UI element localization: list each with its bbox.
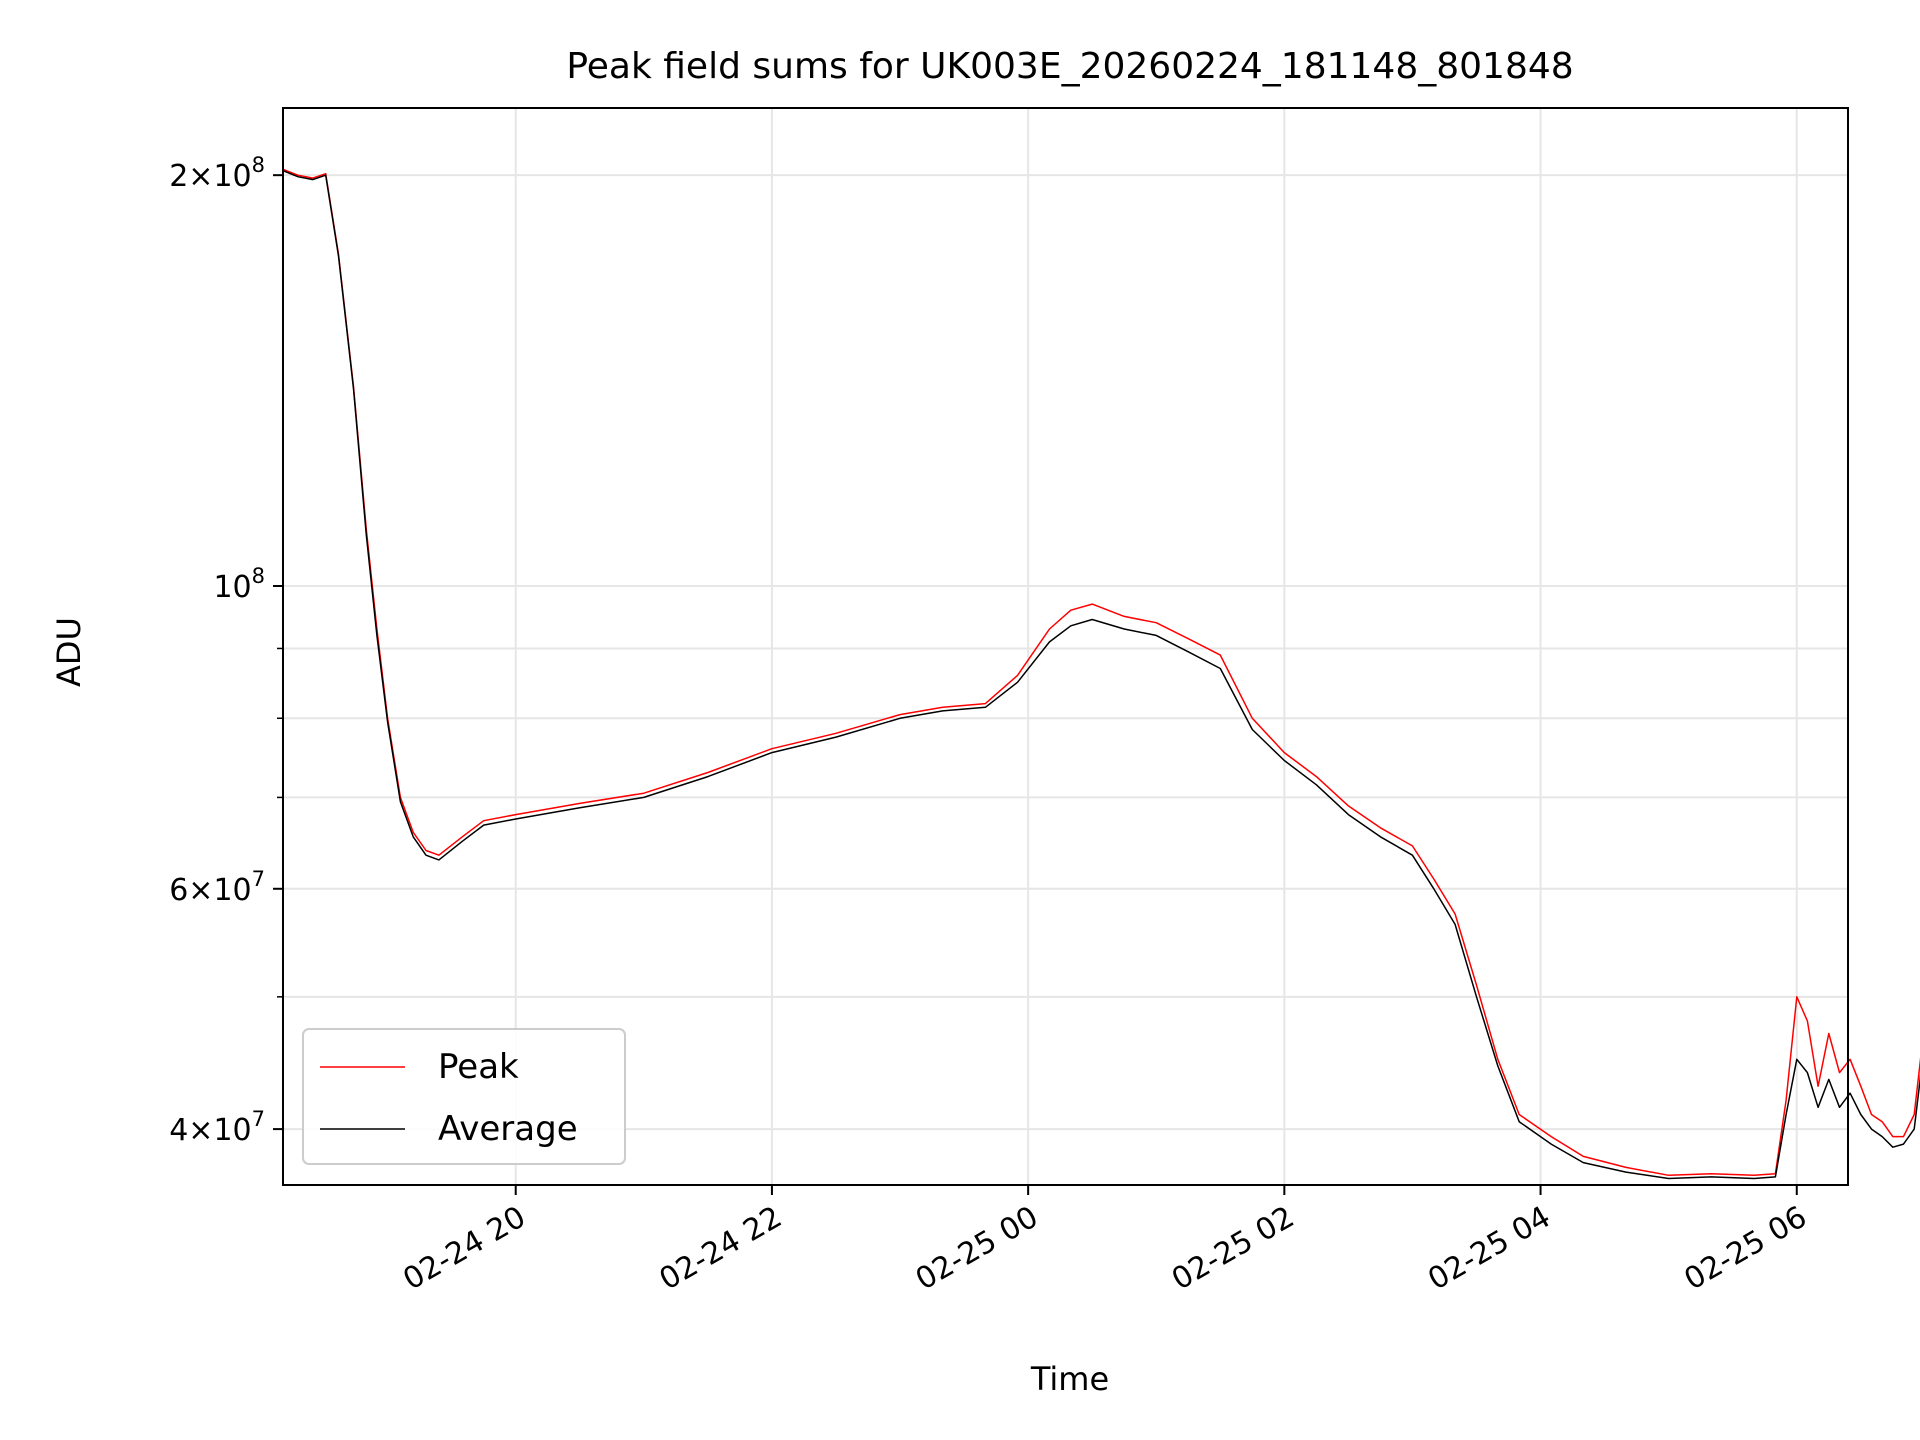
y-tick-label: 4×107 xyxy=(169,1107,265,1148)
x-axis-label: Time xyxy=(1030,1360,1109,1398)
series-line-peak xyxy=(282,168,1920,1177)
y-tick-label: 108 xyxy=(213,564,265,605)
legend-label: Peak xyxy=(438,1047,519,1087)
y-tick-label: 2×108 xyxy=(169,153,265,194)
y-axis-label: ADU xyxy=(50,617,88,687)
series-layer xyxy=(282,168,1920,1180)
plot-frame xyxy=(282,107,1849,1186)
legend-box xyxy=(302,1028,626,1165)
legend-label: Average xyxy=(438,1109,578,1149)
chart-title: Peak field sums for UK003E_20260224_1811… xyxy=(566,46,1573,87)
y-tick-label: 6×107 xyxy=(169,867,265,908)
legend: Peak Average xyxy=(302,1028,626,1165)
series-line-average xyxy=(282,170,1920,1180)
